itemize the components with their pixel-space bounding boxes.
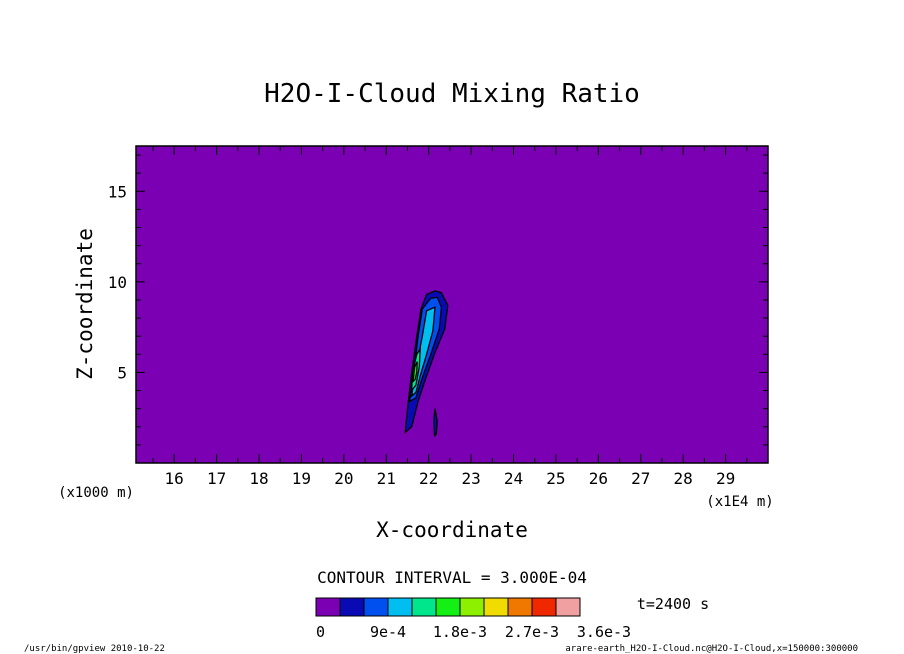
plot-frame bbox=[135, 145, 769, 464]
x-tick-label: 28 bbox=[674, 469, 693, 488]
x-tick-label: 25 bbox=[546, 469, 565, 488]
x-tick-label: 18 bbox=[249, 469, 268, 488]
x-tick-label: 24 bbox=[504, 469, 523, 488]
contour-regions bbox=[404, 290, 449, 438]
colorbar-label: 0 bbox=[316, 623, 325, 641]
time-label: t=2400 s bbox=[637, 595, 709, 613]
colorbar-swatch bbox=[531, 597, 557, 617]
axis-ticks bbox=[136, 146, 769, 463]
colorbar-label: 1.8e-3 bbox=[433, 623, 487, 641]
x-unit-right: (x1E4 m) bbox=[706, 494, 773, 510]
colorbar-label: 9e-4 bbox=[370, 623, 406, 641]
x-tick-label: 29 bbox=[716, 469, 735, 488]
colorbar-label: 2.7e-3 bbox=[505, 623, 559, 641]
colorbar-swatch bbox=[387, 597, 413, 617]
y-tick-label: 5 bbox=[117, 363, 127, 382]
y-axis-label: Z-coordinate bbox=[73, 228, 97, 380]
x-unit-left: (x1000 m) bbox=[58, 485, 134, 501]
colorbar-labels: 0 9e-4 1.8e-3 2.7e-3 3.6e-3 bbox=[316, 623, 631, 641]
contour-region-4 bbox=[412, 361, 418, 384]
x-tick-labels: 16 17 18 19 20 21 22 23 24 25 26 27 28 29 bbox=[165, 469, 736, 488]
y-tick-label: 15 bbox=[108, 182, 127, 201]
colorbar bbox=[315, 597, 581, 617]
colorbar-swatch bbox=[459, 597, 485, 617]
x-tick-label: 21 bbox=[377, 469, 396, 488]
colorbar-swatch bbox=[507, 597, 533, 617]
x-tick-label: 19 bbox=[292, 469, 311, 488]
x-tick-label: 16 bbox=[165, 469, 184, 488]
colorbar-swatch bbox=[435, 597, 461, 617]
colorbar-swatch bbox=[555, 597, 581, 617]
x-tick-label: 20 bbox=[334, 469, 353, 488]
colorbar-swatch bbox=[363, 597, 389, 617]
colorbar-swatch bbox=[411, 597, 437, 617]
colorbar-label: 3.6e-3 bbox=[577, 623, 631, 641]
y-tick-labels: 5 10 15 bbox=[108, 182, 127, 382]
footer-left: /usr/bin/gpview 2010-10-22 bbox=[24, 644, 165, 654]
y-tick-label: 10 bbox=[108, 273, 127, 292]
chart-title: H2O-I-Cloud Mixing Ratio bbox=[264, 79, 640, 109]
x-axis-label: X-coordinate bbox=[376, 518, 528, 542]
x-tick-label: 17 bbox=[207, 469, 226, 488]
x-tick-label: 26 bbox=[589, 469, 608, 488]
x-tick-label: 23 bbox=[461, 469, 480, 488]
contour-region-5 bbox=[433, 408, 438, 438]
footer-right: arare-earth_H2O-I-Cloud.nc@H2O-I-Cloud,x… bbox=[565, 644, 858, 654]
x-tick-label: 22 bbox=[419, 469, 438, 488]
colorbar-swatch bbox=[315, 597, 341, 617]
contour-interval: CONTOUR INTERVAL = 3.000E-04 bbox=[317, 568, 587, 587]
colorbar-swatch bbox=[339, 597, 365, 617]
colorbar-swatch bbox=[483, 597, 509, 617]
x-tick-label: 27 bbox=[631, 469, 650, 488]
plot-area bbox=[136, 146, 768, 463]
